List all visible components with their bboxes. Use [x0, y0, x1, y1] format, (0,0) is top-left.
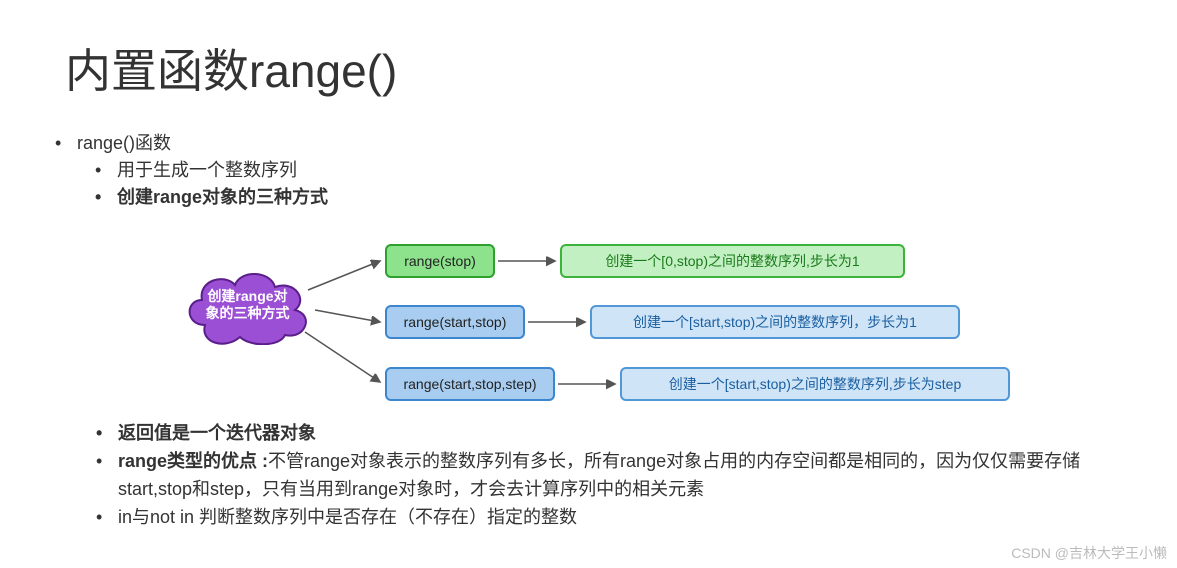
- cloud-root: 创建range对 象的三种方式: [180, 265, 315, 345]
- cloud-text-line2: 象的三种方式: [206, 305, 290, 322]
- func-box-stop: range(stop): [385, 244, 495, 278]
- page-title: 内置函数range(): [65, 35, 397, 101]
- func-box-start-stop-step: range(start,stop,step): [385, 367, 555, 401]
- top-bullets: range()函数 用于生成一个整数序列 创建range对象的三种方式: [55, 130, 328, 211]
- bullet-range-func: range()函数: [55, 130, 328, 157]
- cloud-text-line1: 创建range对: [206, 288, 290, 305]
- lower-bullets: 返回值是一个迭代器对象 range类型的优点 :不管range对象表示的整数序列…: [96, 420, 1096, 532]
- range-diagram: 创建range对 象的三种方式 range(stop) 创建一个[0,stop)…: [180, 230, 1010, 410]
- bullet-advantage: range类型的优点 :不管range对象表示的整数序列有多长，所有range对…: [96, 448, 1096, 504]
- bullet-advantage-bold: range类型的优点 :: [118, 451, 268, 471]
- func-box-start-stop: range(start,stop): [385, 305, 525, 339]
- bullet-in-notin: in与not in 判断整数序列中是否存在（不存在）指定的整数: [96, 504, 1096, 532]
- watermark: CSDN @吉林大学王小懒: [1011, 543, 1167, 563]
- bullet-purpose: 用于生成一个整数序列: [95, 157, 328, 184]
- bullet-three-ways: 创建range对象的三种方式: [95, 184, 328, 211]
- desc-box-stop: 创建一个[0,stop)之间的整数序列,步长为1: [560, 244, 905, 278]
- desc-box-start-stop-step: 创建一个[start,stop)之间的整数序列,步长为step: [620, 367, 1010, 401]
- bullet-return-iterator: 返回值是一个迭代器对象: [96, 420, 1096, 448]
- desc-box-start-stop: 创建一个[start,stop)之间的整数序列，步长为1: [590, 305, 960, 339]
